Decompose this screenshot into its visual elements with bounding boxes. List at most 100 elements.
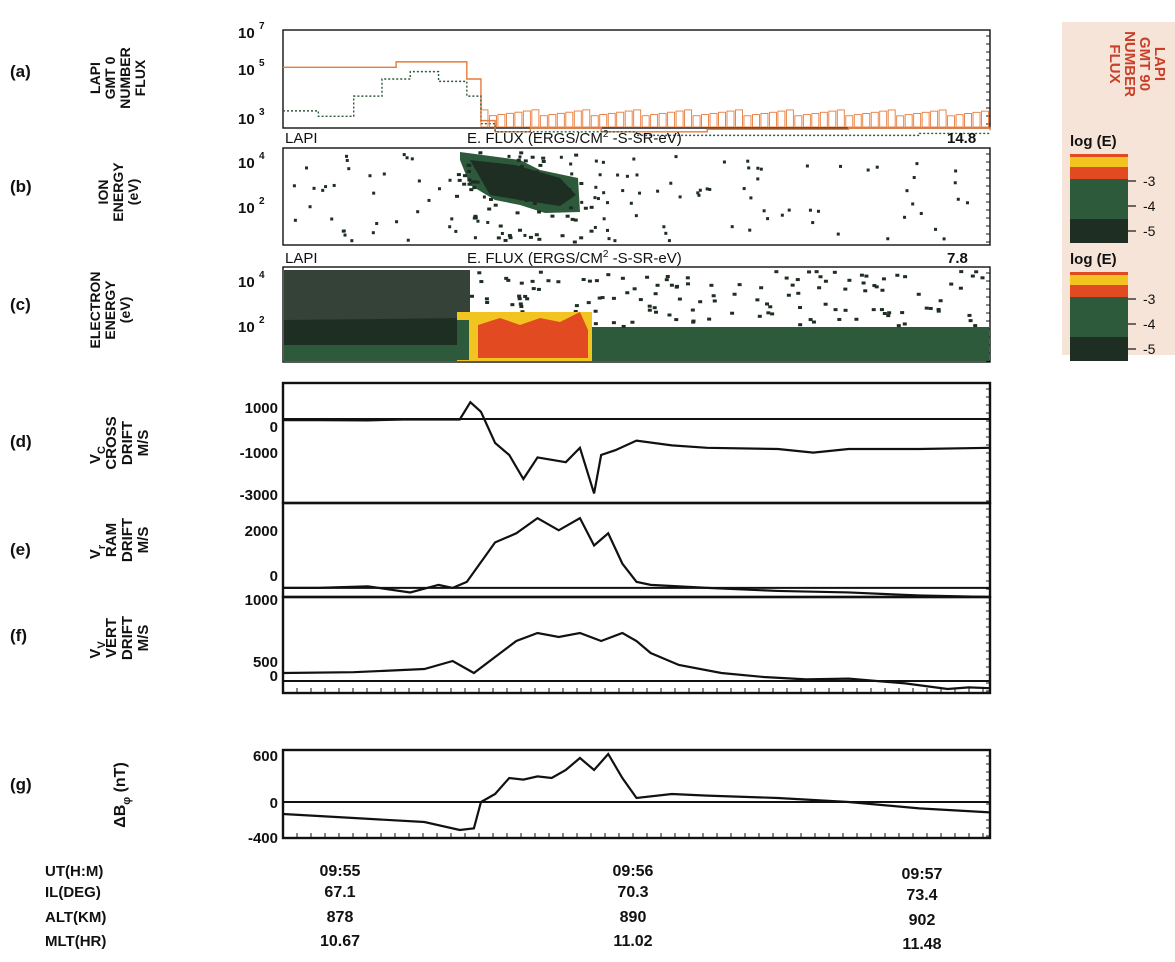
hist-bar [887,109,896,128]
ion-dot [638,191,642,195]
colorbar-dark [1070,337,1128,361]
hist-bar [972,111,981,128]
electron-dot [864,274,869,278]
ion-dot [762,209,766,213]
hist-bar [480,109,489,128]
electron-dot [770,312,775,316]
electron-dot [531,287,536,291]
ion-dot [456,173,461,177]
panel-frame-a [282,29,991,129]
electron-dot [755,298,760,302]
ion-dot [550,214,555,218]
ytick-a-1: 10 [238,62,255,79]
electron-dot [949,282,954,286]
ylabel-f: DRIFT [119,616,136,660]
ion-dot [905,189,909,193]
hist-bar [522,110,531,128]
ion-dot [371,231,375,235]
ion-dot [875,165,879,169]
ion-dot [569,206,574,210]
electron-dot [600,296,605,300]
hist-bar [981,110,989,128]
ion-dot [292,184,296,188]
ion-dot [519,151,524,155]
ion-dot [956,197,960,201]
ion-dot [616,173,620,177]
ion-dot [742,187,746,191]
electron-dot [518,302,523,306]
hist-bar [836,109,845,128]
electron-dot [759,286,764,290]
electron-dot [843,287,848,291]
electron-dot [896,324,901,328]
electron-dot [573,310,578,314]
ion-dot [540,185,545,189]
ion-dot [722,160,726,164]
panel-label-g: (g) [10,775,32,794]
ion-dot [756,166,760,170]
ion-dot [678,195,682,199]
ion-dot [321,188,325,192]
ion-dot [696,191,700,195]
ytick-g-1: 0 [270,795,278,812]
ion-dot [507,154,511,158]
electron-dot [479,280,484,284]
hist-bar [556,112,565,128]
electron-dot [874,285,879,289]
electron-dot [652,306,657,310]
ion-dot [662,225,666,229]
hist-bar [743,115,752,128]
colorbar-yellow [1070,275,1128,285]
ion-dot [496,236,501,240]
hist-bar [548,114,557,128]
electron-dot [916,292,921,296]
ion-dot [572,240,577,244]
row-value: 09:56 [613,863,654,880]
ion-dot [530,176,535,180]
ytick-d-3: -3000 [240,487,278,504]
hist-bar [505,112,514,128]
electron-dot [664,278,669,282]
ion-dot [516,158,521,162]
electron-dot [546,279,551,283]
electron-dot [784,276,789,280]
hist-bar [684,109,693,128]
ion-dot [416,210,420,214]
hist-bar [794,115,803,128]
hist-bar [624,110,633,128]
hist-bar [811,112,820,128]
panel-label-e: (e) [10,540,31,559]
ion-dot [749,196,753,200]
ion-dot [475,180,480,184]
hist-bar [675,110,684,128]
ion-dot [503,171,508,175]
ion-dot [836,232,840,236]
ytick-a-2: 10 [238,111,255,128]
row-value: 11.02 [613,933,652,950]
ion-dot [345,158,349,162]
ion-dot [507,234,512,238]
electron-dot [900,311,905,315]
ytick-b-exp0: 4 [259,151,265,162]
hist-bar [862,113,871,128]
panel-label-c: (c) [10,295,31,314]
hist-bar [633,109,642,128]
ion-dot [942,237,946,241]
electron-dot [630,320,635,324]
ytick-c-1: 10 [238,319,255,336]
ion-dot [308,205,312,209]
ion-dot [343,233,347,237]
electron-dot [928,306,933,310]
hist-bar [650,114,659,128]
ion-dot [632,157,636,161]
ylabel-d: DRIFT [119,421,136,465]
electron-dot [606,273,611,277]
electron-dot [863,289,868,293]
ytick-a-exp1: 5 [259,58,265,69]
colorbar-tick-label: -5 [1143,341,1156,357]
electron-red [478,312,588,358]
ion-dot [517,228,522,232]
ion-dot [635,173,639,177]
ion-dot [580,200,584,204]
